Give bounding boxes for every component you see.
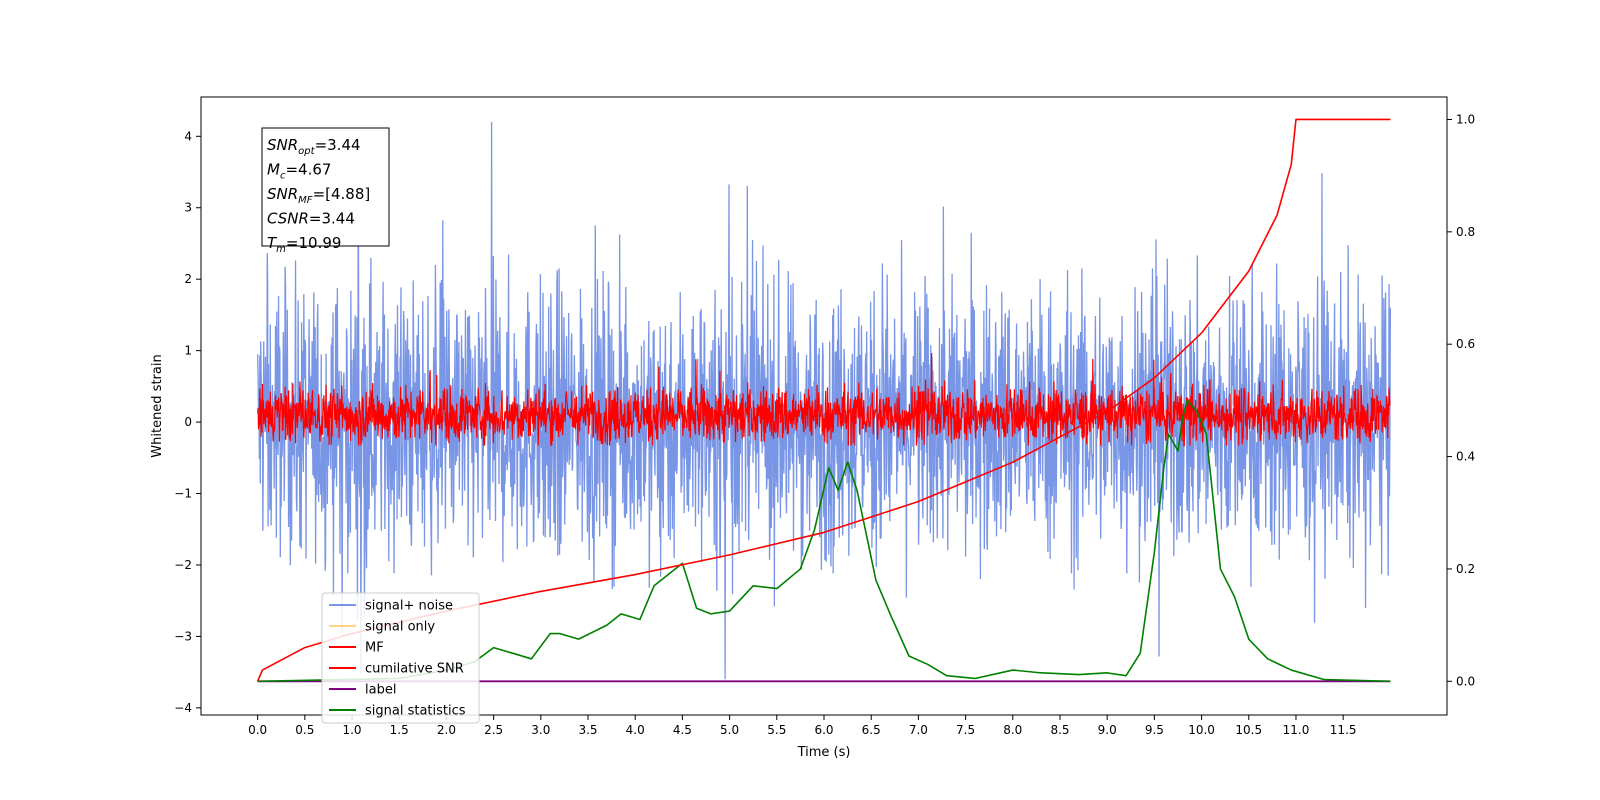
y-tick-label: −2 [174, 558, 192, 572]
x-tick-label: 7.0 [909, 723, 928, 737]
annotation-symbol: CSNR [267, 210, 309, 228]
x-tick-label: 10.0 [1188, 723, 1215, 737]
x-tick-label: 10.5 [1235, 723, 1262, 737]
y2-tick-label: 0.6 [1456, 337, 1475, 351]
x-tick-label: 0.0 [248, 723, 267, 737]
annotation-line: SNRopt=3.44 [267, 136, 361, 157]
annotation-value: =[4.88] [313, 185, 371, 203]
x-tick-label: 11.0 [1283, 723, 1310, 737]
annotation-subscript: m [276, 244, 286, 255]
x-tick-label: 8.0 [1003, 723, 1022, 737]
x-tick-label: 11.5 [1330, 723, 1357, 737]
legend-entry-label: signal statistics [365, 704, 466, 719]
annotation-symbol: SNR [267, 136, 298, 154]
x-tick-label: 4.0 [626, 723, 645, 737]
legend-entry-label: cumilative SNR [365, 662, 464, 677]
y-tick-label: −1 [174, 487, 192, 501]
annotation-line: SNRMF=[4.88] [267, 185, 370, 206]
x-tick-label: 1.0 [342, 723, 361, 737]
x-tick-label: 5.0 [720, 723, 739, 737]
y2-tick-label: 0.2 [1456, 562, 1475, 576]
annotation-subscript: MF [298, 195, 313, 206]
x-tick-label: 4.5 [673, 723, 692, 737]
x-tick-label: 6.0 [814, 723, 833, 737]
annotation-box: SNRopt=3.44Mc=4.67SNRMF=[4.88]CSNR=3.44T… [261, 127, 390, 255]
x-tick-label: 2.0 [437, 723, 456, 737]
x-tick-label: 1.5 [390, 723, 409, 737]
y2-tick-label: 0.0 [1456, 674, 1475, 688]
x-tick-label: 0.5 [295, 723, 314, 737]
y-tick-label: −3 [174, 629, 192, 643]
series-signal-statistics-line [257, 399, 1391, 683]
x-tick-label: 9.5 [1145, 723, 1164, 737]
x-tick-label: 8.5 [1050, 723, 1069, 737]
y2-tick-label: 0.8 [1456, 225, 1475, 239]
series-mf-line [257, 352, 1391, 447]
x-axis: 0.0 0.5 1.0 1.5 2.0 2.5 3.0 3.5 4.0 4.5 5.0 5.5 6.0 6… [248, 715, 1357, 737]
x-tick-label: 5.5 [767, 723, 786, 737]
legend: signal+ noise signal only MF cumilative SNR… [321, 592, 480, 724]
annotation-symbol: M [267, 161, 280, 179]
x-tick-label: 3.0 [531, 723, 550, 737]
annotation-line: CSNR=3.44 [267, 210, 355, 228]
y-tick-label: 1 [184, 344, 192, 358]
y2-tick-label: 1.0 [1456, 112, 1475, 126]
annotation-value: =10.99 [286, 234, 342, 252]
legend-entry-label: MF [365, 641, 384, 656]
annotation-symbol: T [267, 234, 278, 252]
legend-entry-label: label [365, 683, 396, 698]
y2-tick-label: 0.4 [1456, 450, 1475, 464]
annotation-subscript: c [280, 171, 286, 182]
annotation-value: =3.44 [309, 210, 355, 228]
y-axis-left: −4 −3 −2 −1 0 1 2 3 4 [174, 129, 201, 715]
legend-entry-label: signal+ noise [365, 599, 453, 614]
x-tick-label: 6.5 [862, 723, 881, 737]
y-tick-label: 4 [184, 129, 192, 143]
annotation-subscript: opt [298, 146, 315, 157]
legend-frame [321, 592, 480, 724]
annotation-symbol: SNR [267, 185, 298, 203]
annotation-line: Mc=4.67 [267, 161, 331, 182]
y-tick-label: 2 [184, 272, 192, 286]
annotation-frame [261, 127, 390, 247]
x-tick-label: 2.5 [484, 723, 503, 737]
y-axis-right: 0.0 0.2 0.4 0.6 0.8 1.0 [1447, 112, 1475, 688]
x-axis-label: Time (s) [797, 745, 851, 760]
y-tick-label: 3 [184, 201, 192, 215]
y-axis-label: Whitened strain [150, 354, 165, 457]
y-tick-label: −4 [174, 701, 192, 715]
legend-entry-label: signal only [365, 620, 435, 635]
annotation-line: Tm=10.99 [267, 234, 341, 255]
x-tick-label: 9.0 [1098, 723, 1117, 737]
x-tick-label: 7.5 [956, 723, 975, 737]
annotation-value: =3.44 [315, 136, 361, 154]
y-tick-label: 0 [184, 415, 192, 429]
x-tick-label: 3.5 [578, 723, 597, 737]
annotation-value: =4.67 [285, 161, 331, 179]
